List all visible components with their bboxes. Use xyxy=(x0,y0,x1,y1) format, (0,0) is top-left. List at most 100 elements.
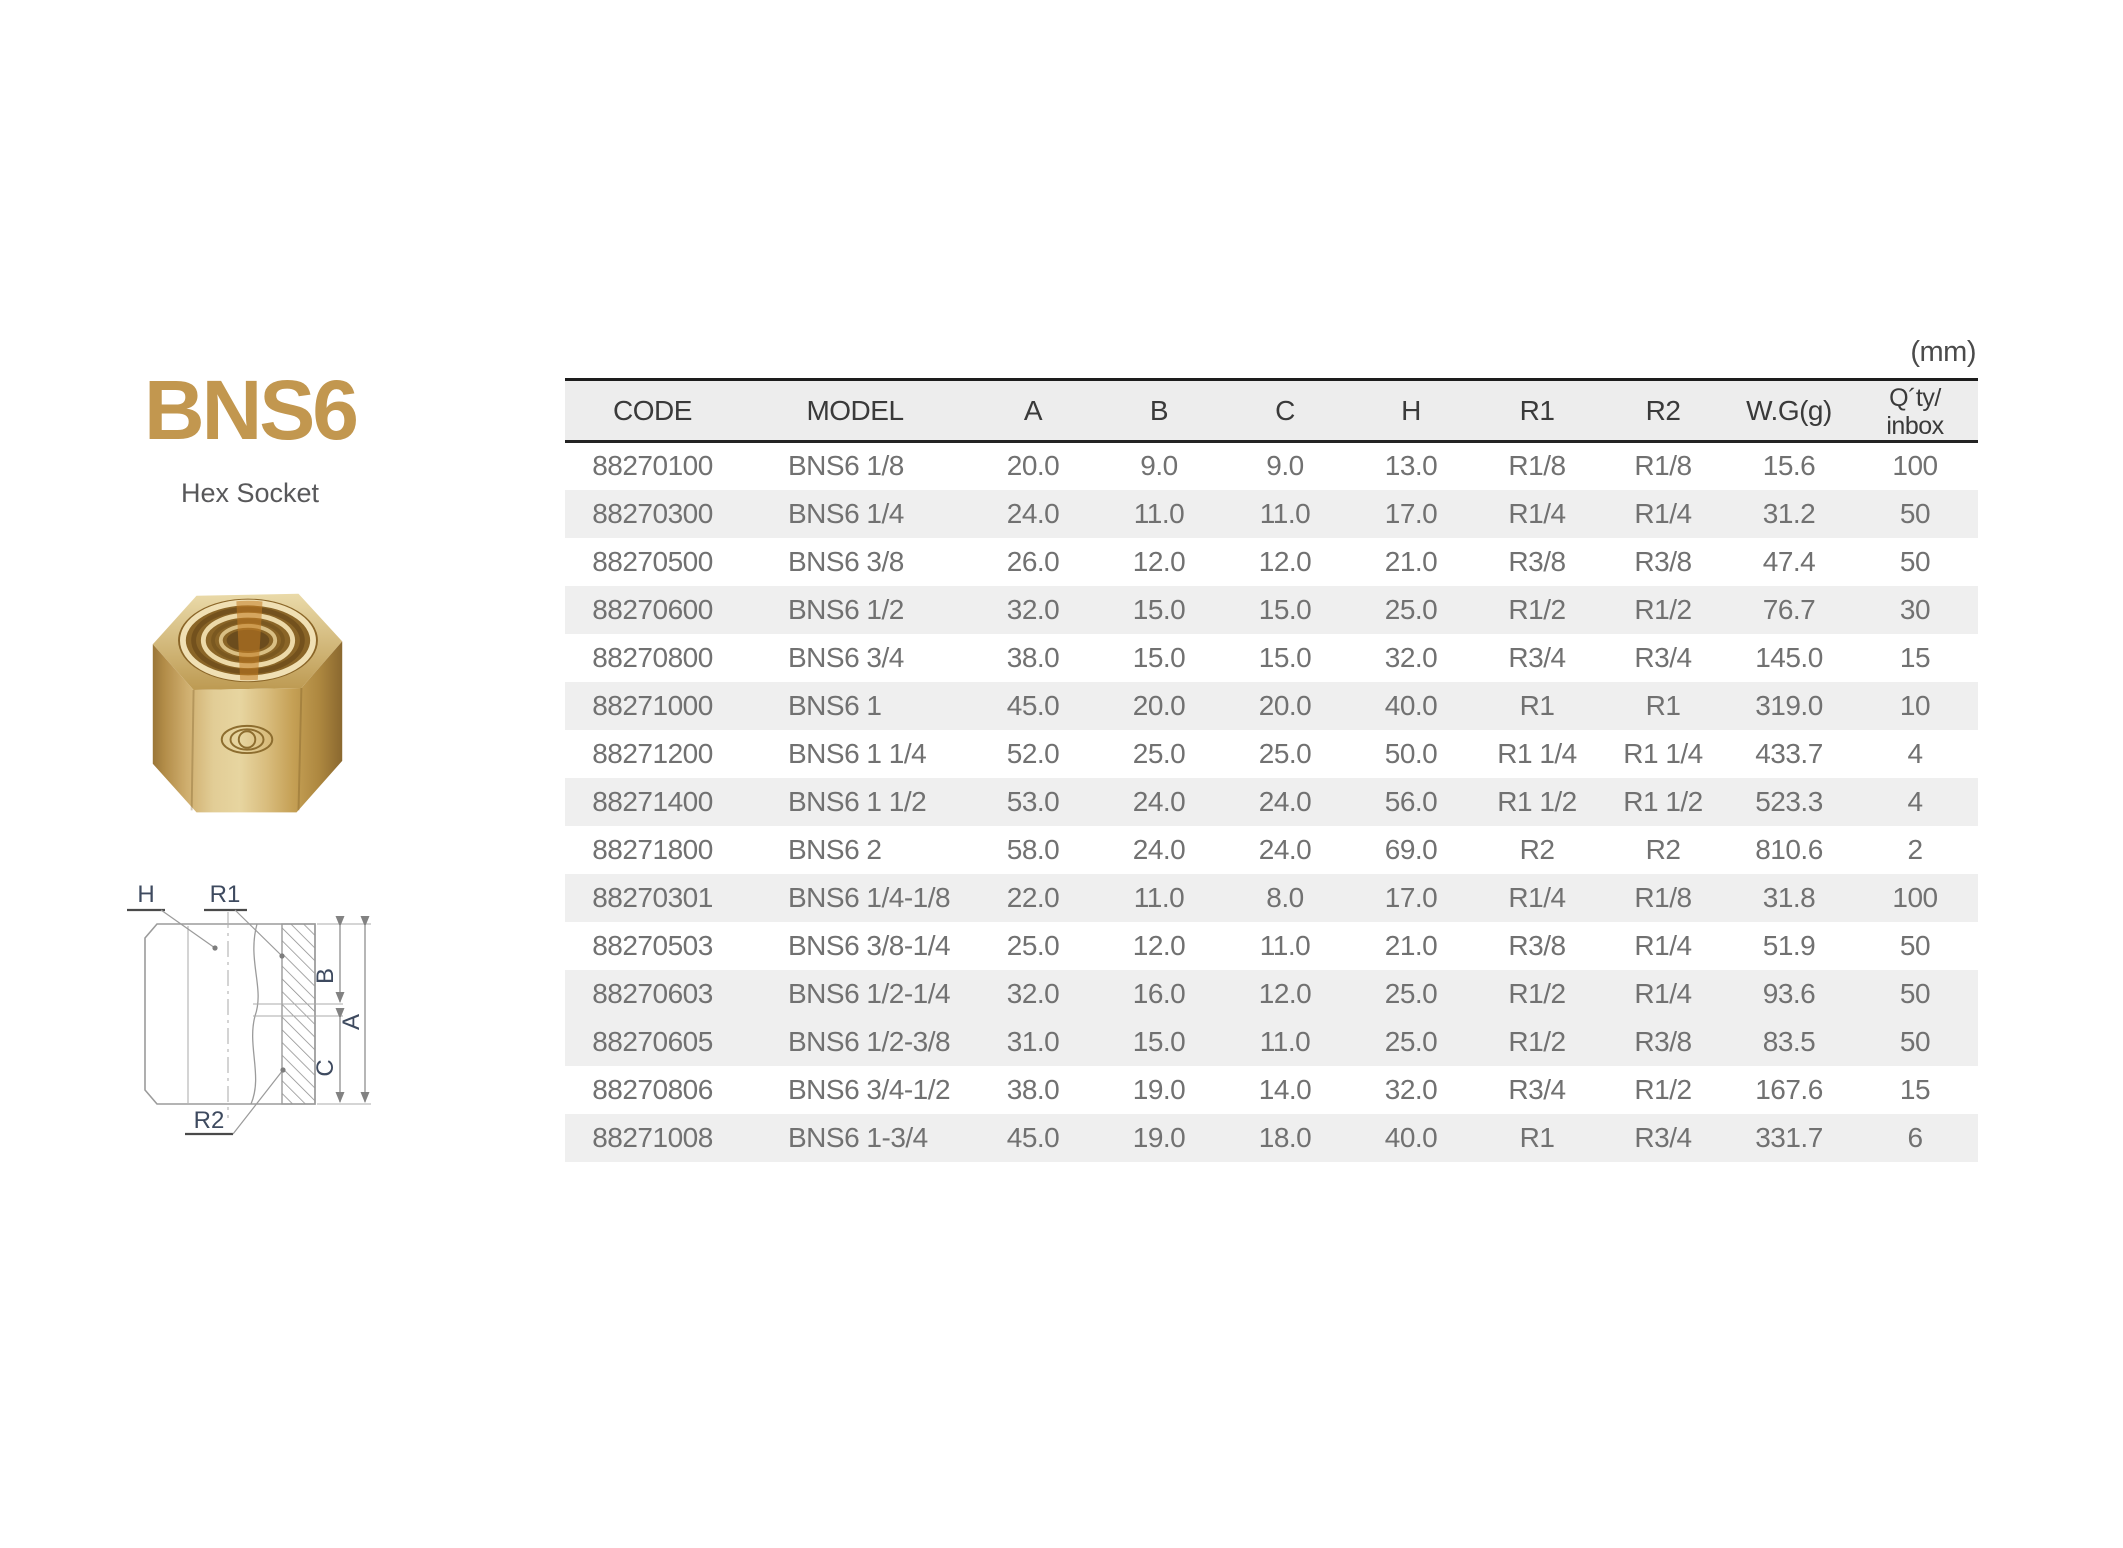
cell-model: BNS6 1 xyxy=(788,689,882,721)
cell-r2: R3/4 xyxy=(1634,1121,1692,1153)
cell-b: 19.0 xyxy=(1132,1121,1186,1153)
cell-b: 24.0 xyxy=(1132,833,1186,865)
cell-wg: 51.9 xyxy=(1762,929,1816,961)
cell-c: 11.0 xyxy=(1259,497,1311,529)
cell-r2: R1 xyxy=(1645,689,1681,721)
cell-qty: 50 xyxy=(1899,497,1931,529)
cell-r1: R2 xyxy=(1519,833,1555,865)
cell-wg: 47.4 xyxy=(1762,545,1816,577)
cell-a: 32.0 xyxy=(1006,977,1060,1009)
cell-c: 8.0 xyxy=(1266,881,1304,913)
cell-h: 32.0 xyxy=(1384,641,1438,673)
qty-header-line1: Q´ty/ xyxy=(1889,383,1941,412)
dim-label-b: B xyxy=(312,968,339,984)
cell-r1: R3/8 xyxy=(1508,545,1566,577)
cell-a: 38.0 xyxy=(1006,1073,1060,1105)
cell-code: 88270301 xyxy=(592,881,713,913)
cell-wg: 83.5 xyxy=(1762,1025,1816,1057)
cell-wg: 433.7 xyxy=(1755,737,1823,769)
col-header-r1: R1 xyxy=(1474,379,1600,443)
col-header-model: MODEL xyxy=(740,379,970,443)
cell-qty: 100 xyxy=(1892,450,1938,482)
cell-code: 88270500 xyxy=(592,545,713,577)
cell-model: BNS6 1/2 xyxy=(788,593,904,625)
cell-code: 88271008 xyxy=(592,1121,713,1153)
cell-r1: R1/2 xyxy=(1508,1025,1566,1057)
cell-r1: R3/8 xyxy=(1508,929,1566,961)
cell-r1: R3/4 xyxy=(1508,641,1566,673)
cell-wg: 319.0 xyxy=(1755,689,1823,721)
cell-code: 88270503 xyxy=(592,929,713,961)
cell-h: 40.0 xyxy=(1384,1121,1438,1153)
dim-label-a: A xyxy=(338,1014,365,1030)
cell-a: 26.0 xyxy=(1006,545,1060,577)
cell-qty: 2 xyxy=(1907,833,1923,865)
table-row: 88270500 BNS6 3/8 26.0 12.0 12.0 21.0 R3/8 R3/8… xyxy=(565,538,1978,586)
cell-b: 25.0 xyxy=(1132,737,1186,769)
cell-h: 21.0 xyxy=(1384,545,1438,577)
cell-c: 24.0 xyxy=(1258,833,1312,865)
cell-c: 14.0 xyxy=(1258,1073,1312,1105)
cell-code: 88270600 xyxy=(592,593,713,625)
cell-wg: 145.0 xyxy=(1755,641,1823,673)
cell-code: 88271200 xyxy=(592,737,713,769)
cell-code: 88270100 xyxy=(592,450,713,482)
dim-label-c: C xyxy=(312,1059,339,1076)
cell-h: 21.0 xyxy=(1384,929,1438,961)
col-header-c: C xyxy=(1222,379,1348,443)
cell-b: 15.0 xyxy=(1132,1025,1186,1057)
table-row: 88270605 BNS6 1/2-3/8 31.0 15.0 11.0 25.0 R1/2… xyxy=(565,1017,1978,1066)
table-row: 88271800 BNS6 2 58.0 24.0 24.0 69.0 R2 R2 810.6 2 xyxy=(565,826,1978,874)
table-row: 88270806 BNS6 3/4-1/2 38.0 19.0 14.0 32.0 R3/4… xyxy=(565,1066,1978,1114)
cell-qty: 15 xyxy=(1899,1073,1931,1105)
cell-qty: 100 xyxy=(1892,881,1938,913)
product-series-title: BNS6 xyxy=(143,363,359,457)
cell-r2: R1/2 xyxy=(1634,593,1692,625)
cell-b: 11.0 xyxy=(1133,497,1185,529)
cell-model: BNS6 1/4 xyxy=(788,497,904,529)
cell-c: 18.0 xyxy=(1258,1121,1312,1153)
cell-c: 15.0 xyxy=(1258,593,1312,625)
cell-r1: R1 1/4 xyxy=(1497,737,1577,769)
cell-a: 52.0 xyxy=(1006,737,1060,769)
cell-model: BNS6 3/8 xyxy=(788,545,904,577)
cell-r1: R1/8 xyxy=(1508,450,1566,482)
cell-qty: 50 xyxy=(1899,929,1931,961)
col-header-h: H xyxy=(1348,379,1474,443)
cell-r2: R1 1/4 xyxy=(1623,737,1703,769)
table-row: 88270600 BNS6 1/2 32.0 15.0 15.0 25.0 R1/2 R1/2… xyxy=(565,585,1978,634)
table-row: 88270503 BNS6 3/8-1/4 25.0 12.0 11.0 21.0 R3/8… xyxy=(565,922,1978,970)
cell-r2: R1/4 xyxy=(1634,977,1692,1009)
cell-b: 19.0 xyxy=(1132,1073,1186,1105)
cell-h: 69.0 xyxy=(1384,833,1438,865)
cell-r2: R1/8 xyxy=(1634,450,1692,482)
cell-c: 25.0 xyxy=(1258,737,1312,769)
table-row: 88270300 BNS6 1/4 24.0 11.0 11.0 17.0 R1/4 R1/4… xyxy=(565,489,1978,538)
cell-r1: R1/2 xyxy=(1508,593,1566,625)
cell-b: 15.0 xyxy=(1132,641,1186,673)
cell-r2: R3/8 xyxy=(1634,545,1692,577)
col-header-wg: W.G(g) xyxy=(1726,379,1852,443)
table-row: 88270100 BNS6 1/8 20.0 9.0 9.0 13.0 R1/8 R1/8 15… xyxy=(565,442,1978,490)
col-header-qty: Q´ty/inbox xyxy=(1852,379,1978,443)
cell-model: BNS6 1/8 xyxy=(788,450,904,482)
cell-h: 40.0 xyxy=(1384,689,1438,721)
cell-wg: 331.7 xyxy=(1755,1121,1823,1153)
cell-r2: R1 1/2 xyxy=(1623,785,1703,817)
col-header-b: B xyxy=(1096,379,1222,443)
cell-c: 11.0 xyxy=(1259,929,1311,961)
cell-model: BNS6 3/8-1/4 xyxy=(788,929,951,961)
dim-label-h: H xyxy=(137,881,154,908)
cell-c: 20.0 xyxy=(1258,689,1312,721)
cell-model: BNS6 1/2-1/4 xyxy=(788,977,951,1009)
cell-h: 32.0 xyxy=(1384,1073,1438,1105)
cell-model: BNS6 1 1/4 xyxy=(788,737,927,769)
cell-model: BNS6 1/2-3/8 xyxy=(788,1025,951,1057)
cell-a: 53.0 xyxy=(1006,785,1060,817)
cell-c: 15.0 xyxy=(1258,641,1312,673)
cell-qty: 6 xyxy=(1907,1121,1923,1153)
cell-code: 88270605 xyxy=(592,1025,713,1057)
cell-b: 12.0 xyxy=(1132,545,1186,577)
cell-c: 11.0 xyxy=(1259,1025,1311,1057)
cell-r2: R1/4 xyxy=(1634,497,1692,529)
